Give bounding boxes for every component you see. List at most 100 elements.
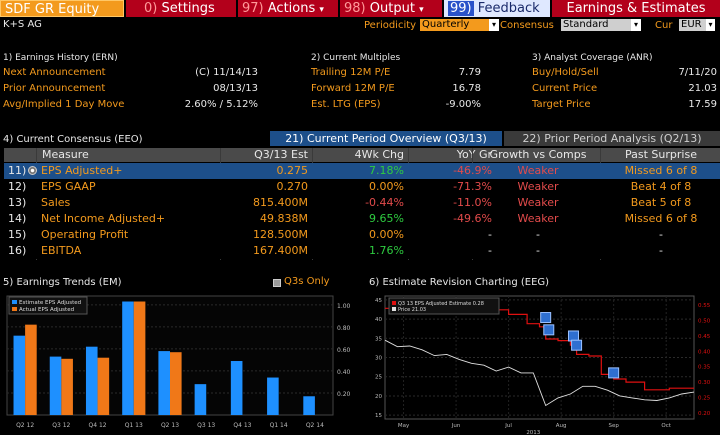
feedback-tab-label: Feedback xyxy=(477,1,540,16)
y-tick-label: 0.80 xyxy=(337,325,351,332)
estimate-bar xyxy=(267,377,279,415)
table-row[interactable]: 12) EPS GAAP 0.270 0.00% -71.3% Weaker Beat 4 … xyxy=(4,179,720,195)
past-surprise: Missed 6 of 8 xyxy=(624,212,698,225)
output-tab[interactable]: 98) Output ▾ xyxy=(340,0,442,17)
current-consensus-title[interactable]: 4) Current Consensus (EEO) xyxy=(3,134,143,145)
measure-name: Operating Profit xyxy=(41,228,129,241)
legend-actual-swatch xyxy=(12,307,17,311)
next-announcement-value: (C) 11/14/13 xyxy=(195,67,258,78)
output-tab-number: 98) xyxy=(344,1,366,16)
y-tick-label: 0.60 xyxy=(337,347,351,354)
security-ticker-tab[interactable]: SDF GR Equity xyxy=(0,0,124,17)
right-y-tick-label: 0.40 xyxy=(698,349,711,355)
growth-vs-comps: Weaker xyxy=(517,180,559,193)
yoy-growth: -11.0% xyxy=(453,196,492,209)
legend-estimate-label: Estimate EPS Adjusted xyxy=(19,300,81,306)
y-tick-label: 1.00 xyxy=(337,303,351,310)
col-growth-vs-comps[interactable]: Growth vs Comps xyxy=(489,148,587,161)
implied-move-value: 2.60% / 5.12% xyxy=(184,99,258,110)
table-row[interactable]: 15) Operating Profit 128.500M 0.00% - - - xyxy=(4,227,720,243)
estimate-bar xyxy=(122,301,134,415)
right-y-tick-label: 0.35 xyxy=(698,365,711,371)
q3s-only-checkbox[interactable] xyxy=(273,279,281,287)
x-tick-label: Q1 14 xyxy=(270,422,288,429)
selected-radio-icon[interactable] xyxy=(28,166,37,175)
estimate-bar xyxy=(49,356,62,415)
right-y-tick-label: 0.25 xyxy=(698,395,711,401)
growth-vs-comps: Weaker xyxy=(517,164,559,177)
estimate-revision-title[interactable]: 6) Estimate Revision Charting (EEG) xyxy=(369,277,550,288)
left-y-tick-label: 40 xyxy=(375,317,382,323)
prior-announcement-label: Prior Announcement xyxy=(3,83,106,94)
consensus-label: Consensus xyxy=(500,20,554,31)
periodicity-label: Periodicity xyxy=(364,20,417,31)
tab-prior-period[interactable]: 22) Prior Period Analysis (Q2/13) xyxy=(504,131,720,146)
estimate-bar xyxy=(194,384,207,415)
earnings-trends-title[interactable]: 5) Earnings Trends (EM) xyxy=(3,277,122,288)
four-week-change: 7.18% xyxy=(369,164,404,177)
trailing-pe-row: Trailing 12M P/E 7.79 xyxy=(311,65,481,81)
right-y-tick-label: 0.50 xyxy=(698,319,711,325)
row-number: 11) xyxy=(8,164,27,177)
growth-vs-comps: Weaker xyxy=(517,196,559,209)
yoy-growth: -49.6% xyxy=(453,212,492,225)
legend-estimate-label: Q3 13 EPS Adjusted Estimate 0.28 xyxy=(398,301,484,307)
actual-bar xyxy=(97,357,110,415)
table-row[interactable]: 14) Net Income Adjusted+ 49.838M 9.65% -49.6… xyxy=(4,211,720,227)
table-row[interactable]: 13) Sales 815.400M -0.44% -11.0% Weaker Beat 5… xyxy=(4,195,720,211)
x-tick-label: Oct xyxy=(661,423,671,429)
past-surprise: - xyxy=(659,228,663,241)
growth-vs-comps: - xyxy=(536,228,540,241)
actions-tab-label: Actions xyxy=(267,1,316,16)
target-price-row: Target Price 17.59 xyxy=(532,97,717,113)
function-tab-bar: SDF GR Equity 0) Settings 97) Actions ▾ … xyxy=(0,0,720,17)
col-4wk-chg[interactable]: 4Wk Chg xyxy=(354,148,404,161)
table-row[interactable]: 11) EPS Adjusted+ 0.275 7.18% -46.9% Weaker Mi… xyxy=(4,163,720,179)
next-announcement-label: Next Announcement xyxy=(3,67,106,78)
estimate-value: 128.500M xyxy=(253,228,308,241)
col-measure[interactable]: Measure xyxy=(42,148,89,161)
implied-move-label: Avg/Implied 1 Day Move xyxy=(3,99,125,110)
tab-current-period[interactable]: 21) Current Period Overview (Q3/13) xyxy=(270,131,502,146)
earnings-history-title[interactable]: 1) Earnings History (ERN) xyxy=(3,53,118,63)
actual-bar xyxy=(170,352,182,415)
x-tick-label: Q4 12 xyxy=(89,422,107,429)
right-y-tick-label: 0.30 xyxy=(698,380,711,386)
x-tick-label: Jul xyxy=(504,423,512,429)
x-tick-label: Q2 13 xyxy=(161,422,179,429)
buy-hold-sell-label: Buy/Hold/Sell xyxy=(532,67,599,78)
feedback-tab[interactable]: 99) Feedback xyxy=(444,0,550,17)
estimate-bar xyxy=(85,346,98,415)
col-est[interactable]: Q3/13 Est xyxy=(254,148,308,161)
table-row[interactable]: 16) EBITDA 167.400M 1.76% - - - xyxy=(4,243,720,259)
measure-name: EPS Adjusted+ xyxy=(41,164,123,177)
analyst-coverage-panel: Buy/Hold/Sell 7/11/20 Current Price 21.03 … xyxy=(532,65,717,113)
settings-tab[interactable]: 0) Settings xyxy=(126,0,236,17)
x-year-label: 2013 xyxy=(526,430,540,435)
actual-bar xyxy=(61,358,73,415)
forward-pe-row: Forward 12M P/E 16.78 xyxy=(311,81,481,97)
actions-tab[interactable]: 97) Actions ▾ xyxy=(238,0,338,17)
left-y-tick-label: 35 xyxy=(375,336,382,342)
periodicity-dropdown[interactable]: Quarterly ▾ xyxy=(420,19,499,31)
row-number: 13) xyxy=(8,196,27,209)
measure-name: EBITDA xyxy=(41,244,82,257)
col-past-surprise[interactable]: Past Surprise xyxy=(625,148,697,161)
analyst-coverage-title[interactable]: 3) Analyst Coverage (ANR) xyxy=(532,53,653,63)
yoy-growth: - xyxy=(488,244,492,257)
consensus-chevron-down-icon: ▾ xyxy=(631,19,641,31)
measure-name: EPS GAAP xyxy=(41,180,96,193)
consensus-table-header: Measure Q3/13 Est 4Wk Chg YoY Gr Growth … xyxy=(4,148,720,162)
estimate-value: 167.400M xyxy=(253,244,308,257)
four-week-change: 1.76% xyxy=(369,244,404,257)
consensus-dropdown[interactable]: Standard ▾ xyxy=(561,19,641,31)
prior-announcement-row: Prior Announcement 08/13/13 xyxy=(3,81,258,97)
actual-bar xyxy=(133,301,146,415)
col-yoy-gr[interactable]: YoY Gr xyxy=(456,148,492,161)
estimate-value: 0.270 xyxy=(276,180,309,193)
x-tick-label: Q2 12 xyxy=(16,422,34,429)
currency-dropdown[interactable]: EUR ▾ xyxy=(679,19,715,31)
currency-label: Cur xyxy=(655,20,673,31)
forward-pe-label: Forward 12M P/E xyxy=(311,83,395,94)
